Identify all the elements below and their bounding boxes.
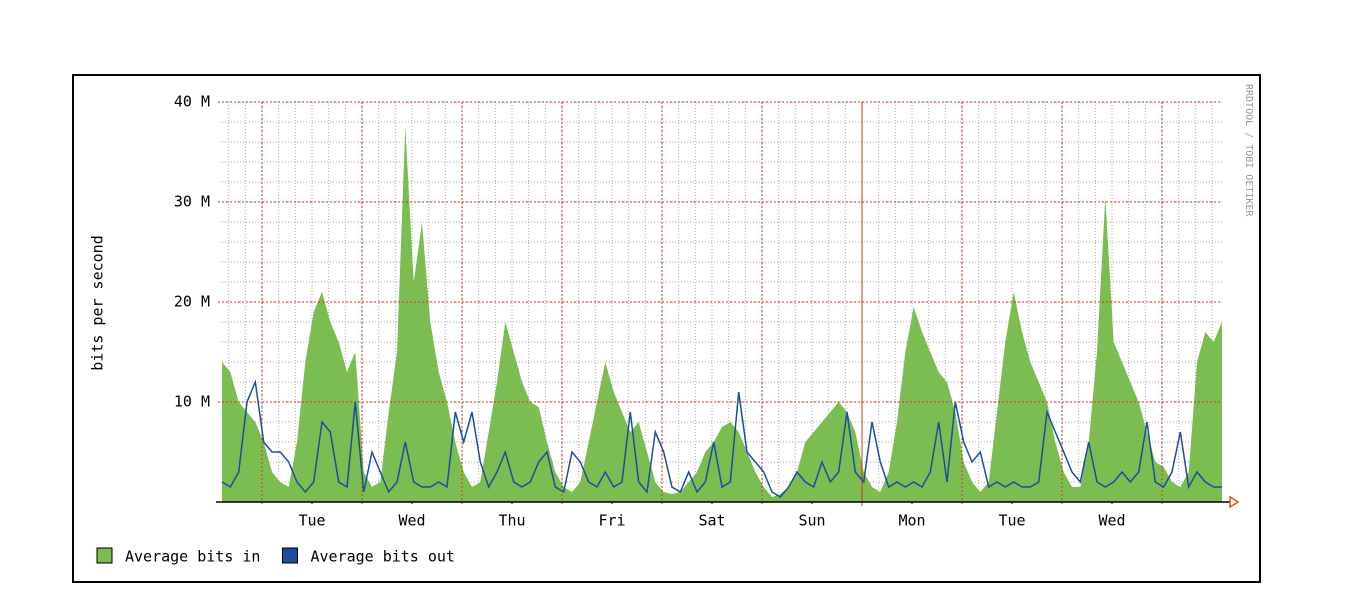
x-tick-label: Sat	[698, 512, 725, 530]
x-tick-label: Wed	[398, 512, 425, 530]
legend-label: Average bits in	[125, 548, 260, 566]
y-tick-label: 40 M	[174, 93, 210, 111]
x-axis-arrow	[1229, 495, 1240, 509]
y-tick-label: 30 M	[174, 193, 210, 211]
x-tick-label: Fri	[598, 512, 625, 530]
y-axis-label: bits per second	[89, 235, 107, 370]
watermark: RRDTOOL / TOBI OETIKER	[1243, 84, 1254, 217]
line	[221, 379, 1222, 498]
frame	[72, 74, 1261, 583]
legend-swatch	[281, 547, 298, 564]
legend-label: Average bits out	[310, 548, 455, 566]
legend-swatch	[96, 547, 113, 564]
x-tick-label: Wed	[1098, 512, 1125, 530]
x-tick-label: Tue	[298, 512, 325, 530]
y-tick-label: 10 M	[174, 393, 210, 411]
x-tick-label: Sun	[798, 512, 825, 530]
area	[222, 127, 1222, 502]
x-tick-label: Thu	[498, 512, 525, 530]
y-tick-label: 20 M	[174, 293, 210, 311]
x-tick-label: Mon	[898, 512, 925, 530]
x-tick-label: Tue	[998, 512, 1025, 530]
